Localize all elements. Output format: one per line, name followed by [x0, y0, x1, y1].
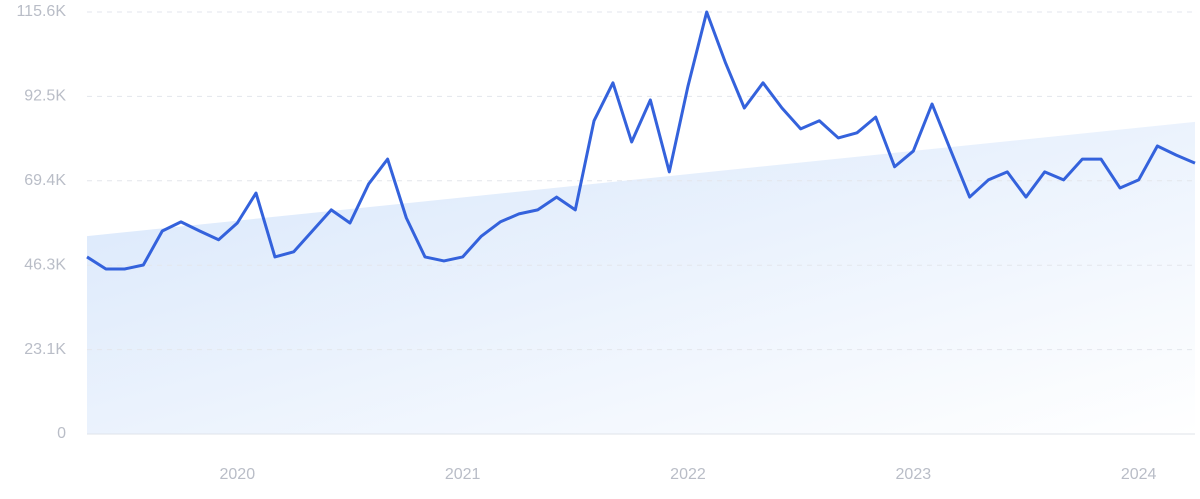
x-tick-label: 2024: [1121, 466, 1157, 483]
x-tick-label: 2022: [670, 466, 706, 483]
y-tick-label: 0: [57, 425, 66, 442]
x-tick-label: 2023: [896, 466, 932, 483]
trend-area: [87, 121, 1195, 435]
y-tick-label: 23.1K: [24, 341, 66, 358]
y-tick-label: 69.4K: [24, 172, 66, 189]
x-tick-label: 2020: [220, 466, 256, 483]
line: [86, 10, 1196, 271]
y-tick-label: 46.3K: [24, 256, 66, 273]
y-tick-label: 115.6K: [16, 3, 66, 20]
y-tick-label: 92.5K: [24, 88, 66, 105]
x-tick-label: 2021: [445, 466, 481, 483]
